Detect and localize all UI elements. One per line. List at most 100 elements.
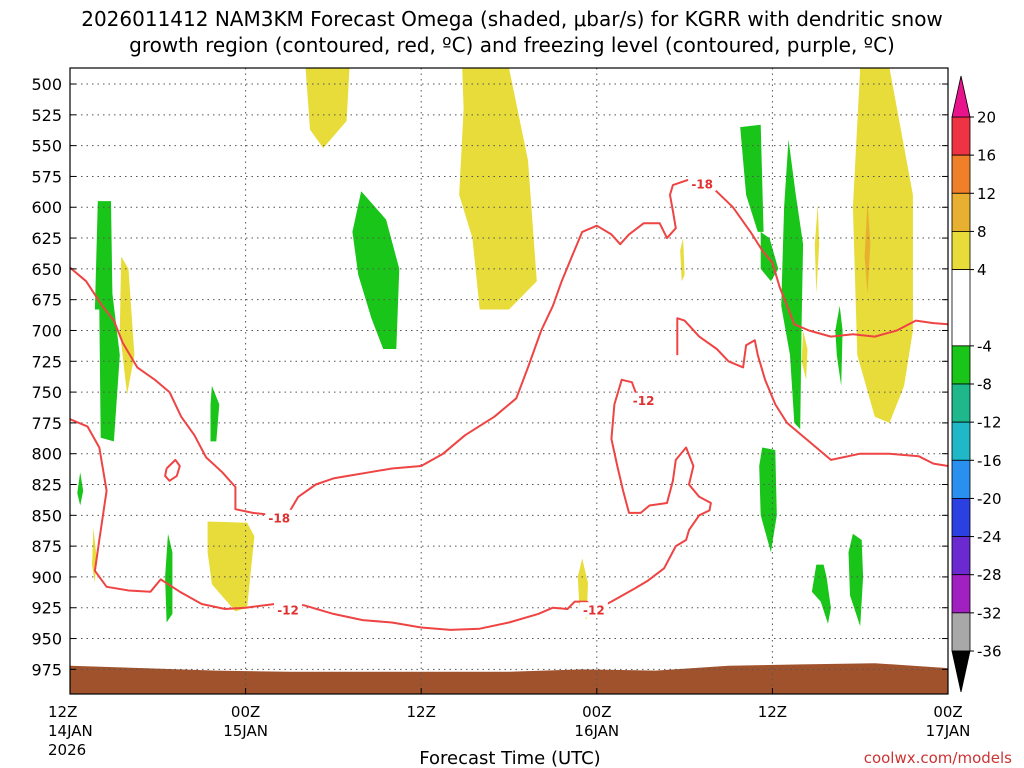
colorbar-band-0 bbox=[951, 116, 971, 156]
colorbar-label-4: 4 bbox=[977, 261, 987, 279]
x-tick-line1-12: 00Z bbox=[231, 703, 260, 721]
colorbar-label--20: -20 bbox=[977, 490, 1002, 508]
x-tick-line2-36: 16JAN bbox=[574, 722, 619, 740]
y-tick-label-875: 875 bbox=[31, 537, 62, 556]
colorbar-label--24: -24 bbox=[977, 528, 1002, 546]
colorbar-band-7 bbox=[951, 421, 971, 461]
y-tick-label-775: 775 bbox=[31, 414, 62, 433]
grid bbox=[70, 68, 948, 694]
colorbar-band-1 bbox=[951, 154, 971, 194]
x-tick-line1-24: 12Z bbox=[407, 703, 436, 721]
omega-positive-region-1 bbox=[459, 68, 537, 310]
y-tick-label-950: 950 bbox=[31, 630, 62, 649]
colorbar-top-arrow bbox=[951, 75, 971, 118]
y-tick-label-700: 700 bbox=[31, 321, 62, 340]
y-axis-ticks: 500 525 550 575 600 625 650 675 700 725 750 775 800 8… bbox=[31, 75, 948, 679]
colorbar-label--16: -16 bbox=[977, 452, 1002, 470]
colorbar-band-12 bbox=[951, 612, 971, 652]
colorbar-label-12: 12 bbox=[977, 185, 996, 203]
colorbar-label--28: -28 bbox=[977, 566, 1002, 584]
omega-negative-region-12 bbox=[352, 191, 400, 349]
x-tick-line1-36: 00Z bbox=[582, 703, 611, 721]
y-tick-label-550: 550 bbox=[31, 137, 62, 156]
contour-label-bg-1 bbox=[274, 602, 303, 618]
credit-text: coolwx.com/models bbox=[864, 749, 1012, 767]
colorbar-label--32: -32 bbox=[977, 604, 1002, 622]
omega-positive-region-0 bbox=[304, 68, 350, 149]
terrain bbox=[70, 663, 948, 694]
contour-label-bg-4 bbox=[688, 175, 717, 191]
terrain-fill bbox=[70, 663, 948, 694]
y-tick-label-800: 800 bbox=[31, 445, 62, 464]
contour-label-0: -18 bbox=[268, 511, 290, 525]
y-tick-label-500: 500 bbox=[31, 75, 62, 94]
omega-negative-region-20 bbox=[759, 447, 777, 553]
chart-title-line1: 2026011412 NAM3KM Forecast Omega (shaded… bbox=[81, 7, 943, 31]
contour-label-bg-0 bbox=[265, 509, 294, 525]
contour-label-2: -12 bbox=[583, 604, 605, 618]
temperature-contours: -18 -12 -12 -12 -18 bbox=[69, 175, 949, 631]
contour-label-1: -12 bbox=[277, 604, 299, 618]
y-tick-label-900: 900 bbox=[31, 568, 62, 587]
y-tick-label-975: 975 bbox=[31, 660, 62, 679]
x-tick-line1-0: 12Z bbox=[48, 703, 77, 721]
x-tick-line3-0: 2026 bbox=[48, 741, 86, 759]
x-tick-line2-0: 14JAN bbox=[48, 722, 93, 740]
omega-positive-region-6 bbox=[680, 238, 685, 282]
omega-negative-region-11 bbox=[94, 201, 120, 442]
omega-negative-region-17 bbox=[781, 139, 804, 430]
y-tick-label-575: 575 bbox=[31, 167, 62, 186]
omega-positive-region-9 bbox=[801, 330, 808, 380]
colorbar-band-9 bbox=[951, 498, 971, 537]
y-tick-label-850: 850 bbox=[31, 506, 62, 525]
colorbar-band-3 bbox=[951, 231, 971, 270]
x-tick-line2-60: 17JAN bbox=[926, 722, 971, 740]
colorbar-band-4 bbox=[951, 269, 971, 347]
omega-positive-region-2 bbox=[119, 256, 135, 395]
y-tick-label-625: 625 bbox=[31, 229, 62, 248]
omega-negative-region-19 bbox=[835, 305, 843, 386]
omega-shading bbox=[77, 68, 913, 627]
colorbar-band-5 bbox=[951, 345, 971, 385]
y-tick-label-825: 825 bbox=[31, 476, 62, 495]
omega-negative-region-21 bbox=[848, 533, 864, 627]
omega-negative-region-13 bbox=[210, 385, 220, 442]
colorbar-label--4: -4 bbox=[977, 337, 992, 355]
omega-positive-region-7 bbox=[852, 68, 913, 423]
colorbar-label-8: 8 bbox=[977, 223, 987, 241]
y-tick-label-600: 600 bbox=[31, 198, 62, 217]
x-tick-line1-60: 00Z bbox=[933, 703, 962, 721]
contour-label-bg-2 bbox=[579, 602, 608, 618]
colorbar-band-6 bbox=[951, 383, 971, 423]
omega-negative-region-15 bbox=[77, 472, 84, 506]
contour-label-3: -12 bbox=[633, 394, 655, 408]
colorbar-band-2 bbox=[951, 192, 971, 232]
y-tick-label-750: 750 bbox=[31, 383, 62, 402]
omega-negative-region-22 bbox=[811, 564, 831, 624]
colorbar-label--12: -12 bbox=[977, 414, 1002, 432]
y-tick-label-925: 925 bbox=[31, 599, 62, 618]
contour-line--18-2 bbox=[69, 179, 949, 517]
y-tick-label-650: 650 bbox=[31, 260, 62, 279]
y-tick-label-675: 675 bbox=[31, 291, 62, 310]
colorbar-label--8: -8 bbox=[977, 376, 992, 394]
colorbar-label-16: 16 bbox=[977, 147, 996, 165]
colorbar: 20 16 12 8 4 -4 -8 -12 -16 -20 -24 -28 -32 -36 bbox=[951, 75, 1002, 693]
contour-line-loop-3 bbox=[164, 458, 181, 482]
y-tick-label-725: 725 bbox=[31, 352, 62, 371]
x-axis-label: Forecast Time (UTC) bbox=[419, 748, 600, 768]
omega-negative-region-14 bbox=[165, 533, 173, 623]
y-tick-label-525: 525 bbox=[31, 106, 62, 125]
colorbar-band-8 bbox=[951, 459, 971, 499]
x-tick-line2-12: 15JAN bbox=[223, 722, 268, 740]
colorbar-label-20: 20 bbox=[977, 109, 996, 127]
colorbar-band-10 bbox=[951, 536, 971, 576]
x-tick-line1-48: 12Z bbox=[758, 703, 787, 721]
plot-frame bbox=[69, 67, 949, 695]
omega-negative-region-16 bbox=[740, 124, 764, 232]
omega-positive-region-8 bbox=[864, 201, 871, 294]
colorbar-label--36: -36 bbox=[977, 643, 1002, 661]
contour-label-bg-3 bbox=[629, 392, 658, 408]
